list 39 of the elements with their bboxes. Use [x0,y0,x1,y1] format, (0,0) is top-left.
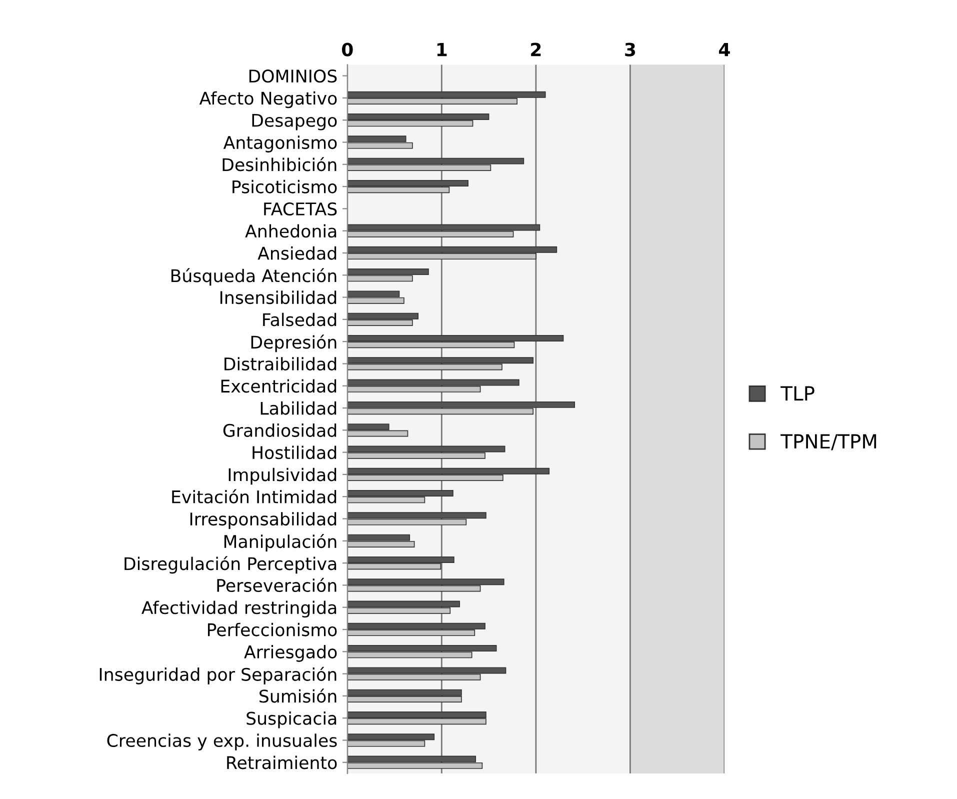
y-tick-label: Creencias y exp. inusuales [107,734,337,750]
y-tick-label: Retraimiento [227,756,337,770]
y-tick-label: Evitación Intimidad [172,489,336,504]
y-tick-label: Disregulación Perceptiva [124,556,336,574]
y-tick-label: Manipulación [224,534,336,552]
y-tick-label: Sumisión [260,688,336,703]
y-tick-label: Suspicacia [246,711,336,728]
x-tick-label: 4 [718,42,730,56]
x-tick-label: 0 [342,42,353,56]
legend-label: TLP [780,386,814,400]
y-tick-label: Depresión [251,334,336,352]
y-tick-label: Desinhibición [222,157,336,172]
y-tick-label: Perfeccionismo [208,622,337,636]
y-tick-label: Afecto Negativo [199,91,337,108]
y-tick-label: Labilidad [260,401,336,415]
y-tick-label: Hostilidad [252,446,336,460]
y-tick-label: Excentricidad [221,379,336,393]
y-tick-label: Distraibilidad [224,357,336,371]
y-tick-label: Impulsividad [228,468,336,485]
x-tick-label: 2 [531,42,541,56]
y-tick-label: Inseguridad por Separación [100,666,336,684]
y-tick-label: Ansiedad [258,246,336,260]
y-tick-label: Desapego [252,114,337,130]
y-tick-label: FACETAS [264,202,337,216]
y-tick-label: Afectividad restringida [142,600,336,618]
y-tick-label: Búsqueda Atención [171,268,336,286]
y-tick-label: Psicoticismo [232,180,337,194]
legend-label: TPNE/TPM [780,434,876,450]
y-tick-label: Arriesgado [244,645,337,662]
y-tick-label: Antagonismo [223,136,337,152]
y-tick-label: Anhedonia [245,224,336,238]
y-tick-label: Insensibilidad [220,290,336,304]
x-tick-label: 3 [625,42,636,56]
x-tick-label: 1 [437,42,447,56]
y-tick-label: Falsedad [263,312,336,326]
y-tick-label: Perseveración [217,578,336,592]
y-tick-label: Irresponsabilidad [190,512,336,529]
y-tick-label: DOMINIOS [249,70,337,83]
y-tick-label: Grandiosidad [223,424,336,437]
